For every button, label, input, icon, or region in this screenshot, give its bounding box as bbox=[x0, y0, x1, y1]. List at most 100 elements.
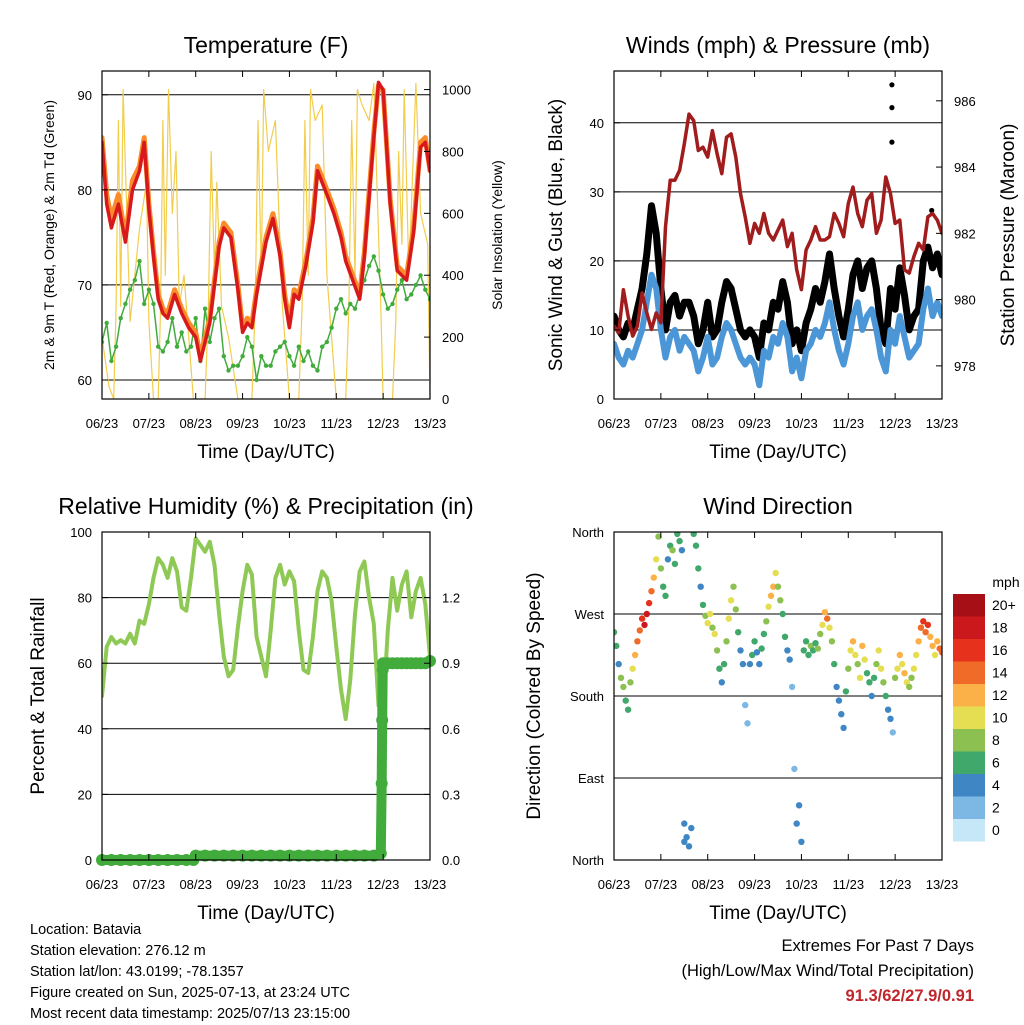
y-axis-label-2: Percent & Total Rainfall bbox=[28, 597, 49, 794]
dewpoint-point bbox=[137, 258, 142, 264]
gust-point bbox=[779, 278, 786, 285]
chart-title-0: Temperature (F) bbox=[184, 32, 349, 58]
dewpoint-point bbox=[146, 287, 152, 292]
direction-point bbox=[681, 820, 688, 827]
station-elevation: Station elevation: 276.12 m bbox=[30, 943, 206, 959]
precipitation-point bbox=[255, 849, 268, 862]
direction-point bbox=[638, 615, 646, 622]
dewpoint-point bbox=[315, 368, 320, 373]
direction-point bbox=[873, 660, 880, 668]
direction-point bbox=[655, 533, 662, 540]
gust-peak-point bbox=[889, 139, 895, 145]
direction-point bbox=[615, 660, 622, 668]
direction-point bbox=[723, 638, 730, 645]
direction-point bbox=[643, 610, 650, 618]
station-info: Location: Batavia Station elevation: 276… bbox=[30, 920, 350, 1025]
x-tick-label: 12/23 bbox=[367, 877, 400, 892]
y2-tick-label: 978 bbox=[954, 359, 976, 374]
precipitation-point bbox=[311, 849, 324, 862]
direction-point bbox=[614, 642, 620, 650]
x-tick-label: 13/23 bbox=[414, 877, 447, 892]
direction-point bbox=[906, 683, 913, 691]
dewpoint-point bbox=[306, 349, 311, 354]
legend-label: 4 bbox=[992, 777, 1000, 793]
direction-point bbox=[882, 692, 889, 700]
direction-point bbox=[777, 597, 784, 604]
direction-point bbox=[742, 701, 749, 709]
x-tick-label: 07/23 bbox=[645, 877, 678, 892]
extremes-value: 91.3/62/27.9/0.91 bbox=[845, 987, 974, 1005]
dewpoint-point bbox=[109, 358, 114, 364]
x-tick-label: 13/23 bbox=[926, 877, 959, 892]
x-tick-label: 08/23 bbox=[691, 877, 724, 892]
legend-label: 20+ bbox=[992, 597, 1016, 613]
y2-tick-label: 1.2 bbox=[442, 591, 460, 606]
dewpoint-point bbox=[165, 339, 170, 345]
x-axis-label-1: Time (Day/UTC) bbox=[709, 442, 847, 463]
dewpoint-point bbox=[268, 363, 273, 368]
direction-point bbox=[699, 601, 707, 609]
chart-title-2: Relative Humidity (%) & Precipitation (i… bbox=[58, 493, 473, 519]
plot-frame-2 bbox=[101, 531, 431, 861]
direction-point bbox=[751, 638, 758, 645]
dewpoint-point bbox=[329, 325, 334, 330]
precipitation-point bbox=[227, 849, 240, 862]
legend-label: 12 bbox=[992, 687, 1008, 703]
direction-point bbox=[870, 674, 878, 681]
direction-point bbox=[917, 624, 925, 631]
direction-point bbox=[624, 706, 632, 713]
dewpoint-point bbox=[142, 301, 147, 307]
dewpoint-point bbox=[231, 363, 236, 368]
gust-point bbox=[924, 244, 931, 251]
dewpoint-point bbox=[390, 301, 395, 307]
direction-point bbox=[856, 674, 864, 681]
direction-point bbox=[709, 624, 716, 631]
y-tick-label: 80 bbox=[78, 591, 92, 606]
x-tick-label: 06/23 bbox=[86, 416, 119, 431]
dewpoint-point bbox=[413, 282, 419, 288]
gust-point bbox=[704, 299, 711, 306]
gust-point bbox=[718, 299, 725, 306]
direction-point bbox=[889, 729, 896, 736]
x-tick-label: 08/23 bbox=[691, 416, 724, 431]
dewpoint-point bbox=[216, 306, 222, 311]
dewpoint-point bbox=[170, 316, 175, 321]
direction-point bbox=[798, 838, 805, 845]
dewpoint-point bbox=[202, 306, 208, 311]
direction-point bbox=[880, 679, 887, 686]
x-axis-label-2: Time (Day/UTC) bbox=[197, 903, 335, 924]
gust-point bbox=[686, 299, 692, 306]
direction-point bbox=[704, 619, 711, 627]
gust-point bbox=[812, 285, 819, 292]
gust-point bbox=[648, 202, 655, 209]
dewpoint-point bbox=[160, 349, 166, 354]
y2-tick-label: 200 bbox=[442, 330, 464, 345]
direction-point bbox=[920, 618, 927, 625]
precipitation-line bbox=[97, 656, 435, 865]
direction-point bbox=[838, 711, 845, 718]
dewpoint-point bbox=[226, 368, 231, 373]
direction-point bbox=[650, 574, 657, 581]
gust-point bbox=[614, 313, 617, 320]
x-tick-label: 11/23 bbox=[832, 416, 864, 431]
direction-point bbox=[746, 660, 754, 668]
direction-point bbox=[915, 638, 922, 645]
gust-peak-point bbox=[889, 105, 895, 111]
extremes-panel: Extremes For Past 7 Days (High/Low/Max W… bbox=[681, 934, 974, 1009]
gust-point bbox=[732, 306, 739, 313]
x-tick-label: 06/23 bbox=[598, 416, 631, 431]
direction-point bbox=[908, 674, 915, 681]
gust-point bbox=[887, 285, 894, 292]
direction-point bbox=[730, 583, 737, 590]
dewpoint-point bbox=[235, 363, 241, 368]
direction-point bbox=[800, 647, 807, 654]
direction-point bbox=[631, 651, 639, 659]
y-axis-label-0: 2m & 9m T (Red, Orange) & 2m Td (Green) bbox=[41, 100, 57, 370]
direction-point bbox=[767, 592, 775, 599]
dewpoint-point bbox=[263, 363, 269, 368]
gust-point bbox=[929, 264, 936, 271]
dewpoint-point bbox=[273, 349, 278, 354]
direction-point bbox=[653, 556, 660, 563]
dewpoint-point bbox=[343, 311, 348, 316]
y-tick-label: 70 bbox=[78, 278, 92, 293]
